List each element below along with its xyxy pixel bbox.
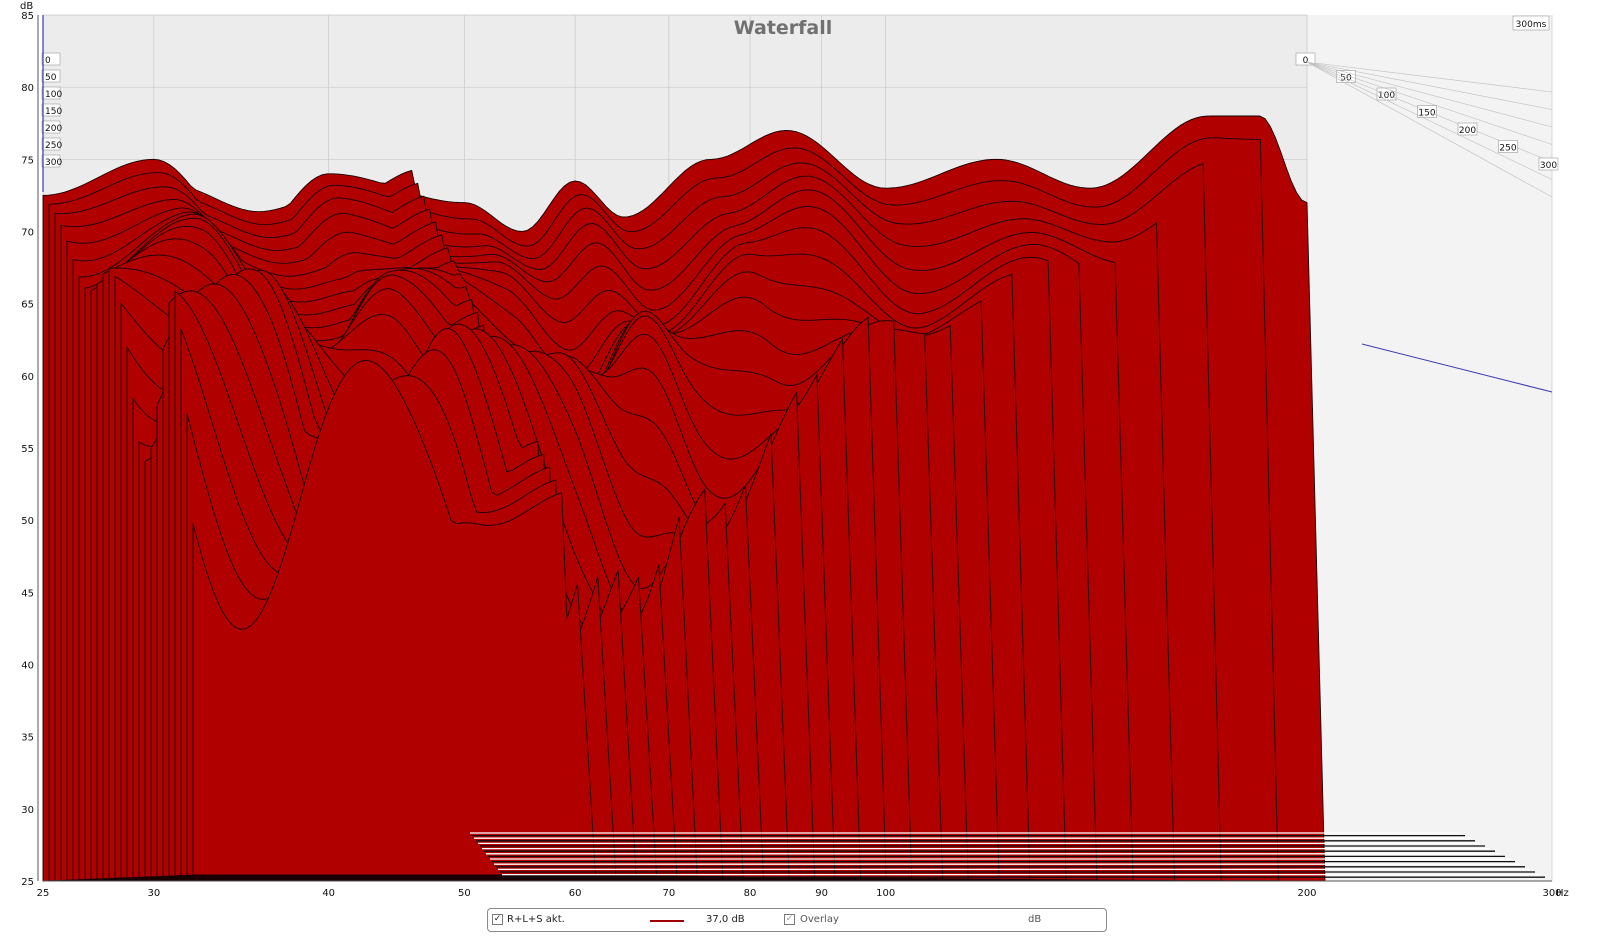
y-tick-label: 60 bbox=[21, 372, 34, 383]
time-label-left: 250 bbox=[45, 141, 62, 151]
y-tick-label: 75 bbox=[21, 155, 34, 166]
x-tick-label: 90 bbox=[815, 888, 828, 899]
series-checkbox[interactable]: ✓ bbox=[492, 914, 503, 925]
time-label-box bbox=[1498, 140, 1518, 153]
unit-label: dB bbox=[1028, 914, 1042, 925]
time-label-box bbox=[41, 86, 61, 100]
time-label-box bbox=[41, 137, 61, 151]
x-tick-label: 100 bbox=[876, 888, 895, 899]
time-label-right: 200 bbox=[1459, 126, 1476, 136]
y-tick-label: 80 bbox=[21, 83, 34, 94]
time-label-left: 150 bbox=[45, 107, 62, 117]
y-tick-label: 25 bbox=[21, 877, 34, 888]
svg-text:300ms: 300ms bbox=[1516, 20, 1547, 30]
y-tick-label: 30 bbox=[21, 805, 34, 816]
time-fan-line bbox=[1306, 61, 1553, 128]
x-tick-label: 80 bbox=[744, 888, 757, 899]
series-line-swatch bbox=[650, 920, 684, 922]
x-tick-label: 200 bbox=[1297, 888, 1316, 899]
time-label-right: 50 bbox=[1340, 74, 1352, 84]
chart-title: Waterfall bbox=[734, 17, 833, 39]
time-label-box bbox=[41, 69, 61, 83]
y-tick-label: 40 bbox=[21, 661, 34, 672]
time-label-left: 100 bbox=[45, 90, 62, 100]
x-tick-label: 60 bbox=[569, 888, 582, 899]
time-label-box bbox=[41, 103, 61, 117]
time-label-right: 100 bbox=[1378, 91, 1395, 101]
time-fan-line bbox=[1306, 61, 1553, 180]
level-value: 37,0 dB bbox=[706, 914, 745, 925]
time-label-left: 0 bbox=[45, 56, 51, 66]
y-unit-label: dB bbox=[20, 1, 33, 12]
x-tick-label: 40 bbox=[322, 888, 335, 899]
time-label-right: 250 bbox=[1499, 144, 1516, 154]
legend-bar: ✓ R+L+S akt. 37,0 dB ✓ Overlay dB bbox=[487, 908, 1107, 932]
time-label-left: 50 bbox=[45, 73, 57, 83]
series-label: R+L+S akt. bbox=[507, 914, 565, 925]
waterfall-slices bbox=[42, 115, 1326, 882]
time-label-box bbox=[1457, 122, 1478, 136]
x-tick-label: 25 bbox=[37, 888, 50, 899]
y-tick-label: 85 bbox=[21, 11, 34, 22]
time-label-right: 150 bbox=[1418, 109, 1435, 119]
y-tick-label: 35 bbox=[21, 733, 34, 744]
time-fan-line bbox=[1306, 61, 1553, 93]
y-tick-label: 50 bbox=[21, 516, 34, 527]
time-label-box bbox=[41, 52, 61, 66]
time-label-box bbox=[1295, 52, 1316, 66]
time-fan-line bbox=[1306, 61, 1553, 198]
y-tick-label: 70 bbox=[21, 228, 34, 239]
time-corner-badge: 300ms bbox=[1512, 15, 1550, 31]
x-tick-label: 30 bbox=[147, 888, 160, 899]
time-label-box bbox=[41, 154, 61, 168]
x-tick-label: 70 bbox=[662, 888, 675, 899]
x-tick-label: 50 bbox=[458, 888, 471, 899]
time-fan-line bbox=[1306, 61, 1553, 145]
y-tick-label: 65 bbox=[21, 300, 34, 311]
time-axis-grid: 0 0 50 50 100 100 150 150 200 200 250 250 300 300 bbox=[41, 15, 1559, 393]
x-tick-label: 300 bbox=[1542, 888, 1561, 899]
reference-line bbox=[1361, 343, 1553, 393]
time-label-left: 300 bbox=[45, 158, 62, 168]
floor-slice-lines bbox=[470, 832, 1545, 878]
axes: 25 30 40 50 60 70 80 90 100 200 300 25 30 35 40 45 50 55 6… bbox=[21, 11, 1561, 899]
time-fan-line bbox=[1306, 61, 1553, 110]
y-tick-label: 55 bbox=[21, 444, 34, 455]
time-label-left: 200 bbox=[45, 124, 62, 134]
plot-side-wall bbox=[1307, 15, 1552, 881]
time-label-right: 300 bbox=[1540, 161, 1557, 171]
time-label-box bbox=[1417, 105, 1437, 118]
y-tick-label: 45 bbox=[21, 588, 34, 599]
time-label-right: 0 bbox=[1303, 56, 1309, 66]
overlay-label: Overlay bbox=[800, 914, 839, 925]
waterfall-slice bbox=[192, 359, 596, 876]
x-unit-label: Hz bbox=[1556, 888, 1569, 899]
time-label-box bbox=[41, 120, 61, 134]
overlay-checkbox[interactable]: ✓ bbox=[784, 914, 795, 925]
time-label-box bbox=[1538, 157, 1559, 171]
